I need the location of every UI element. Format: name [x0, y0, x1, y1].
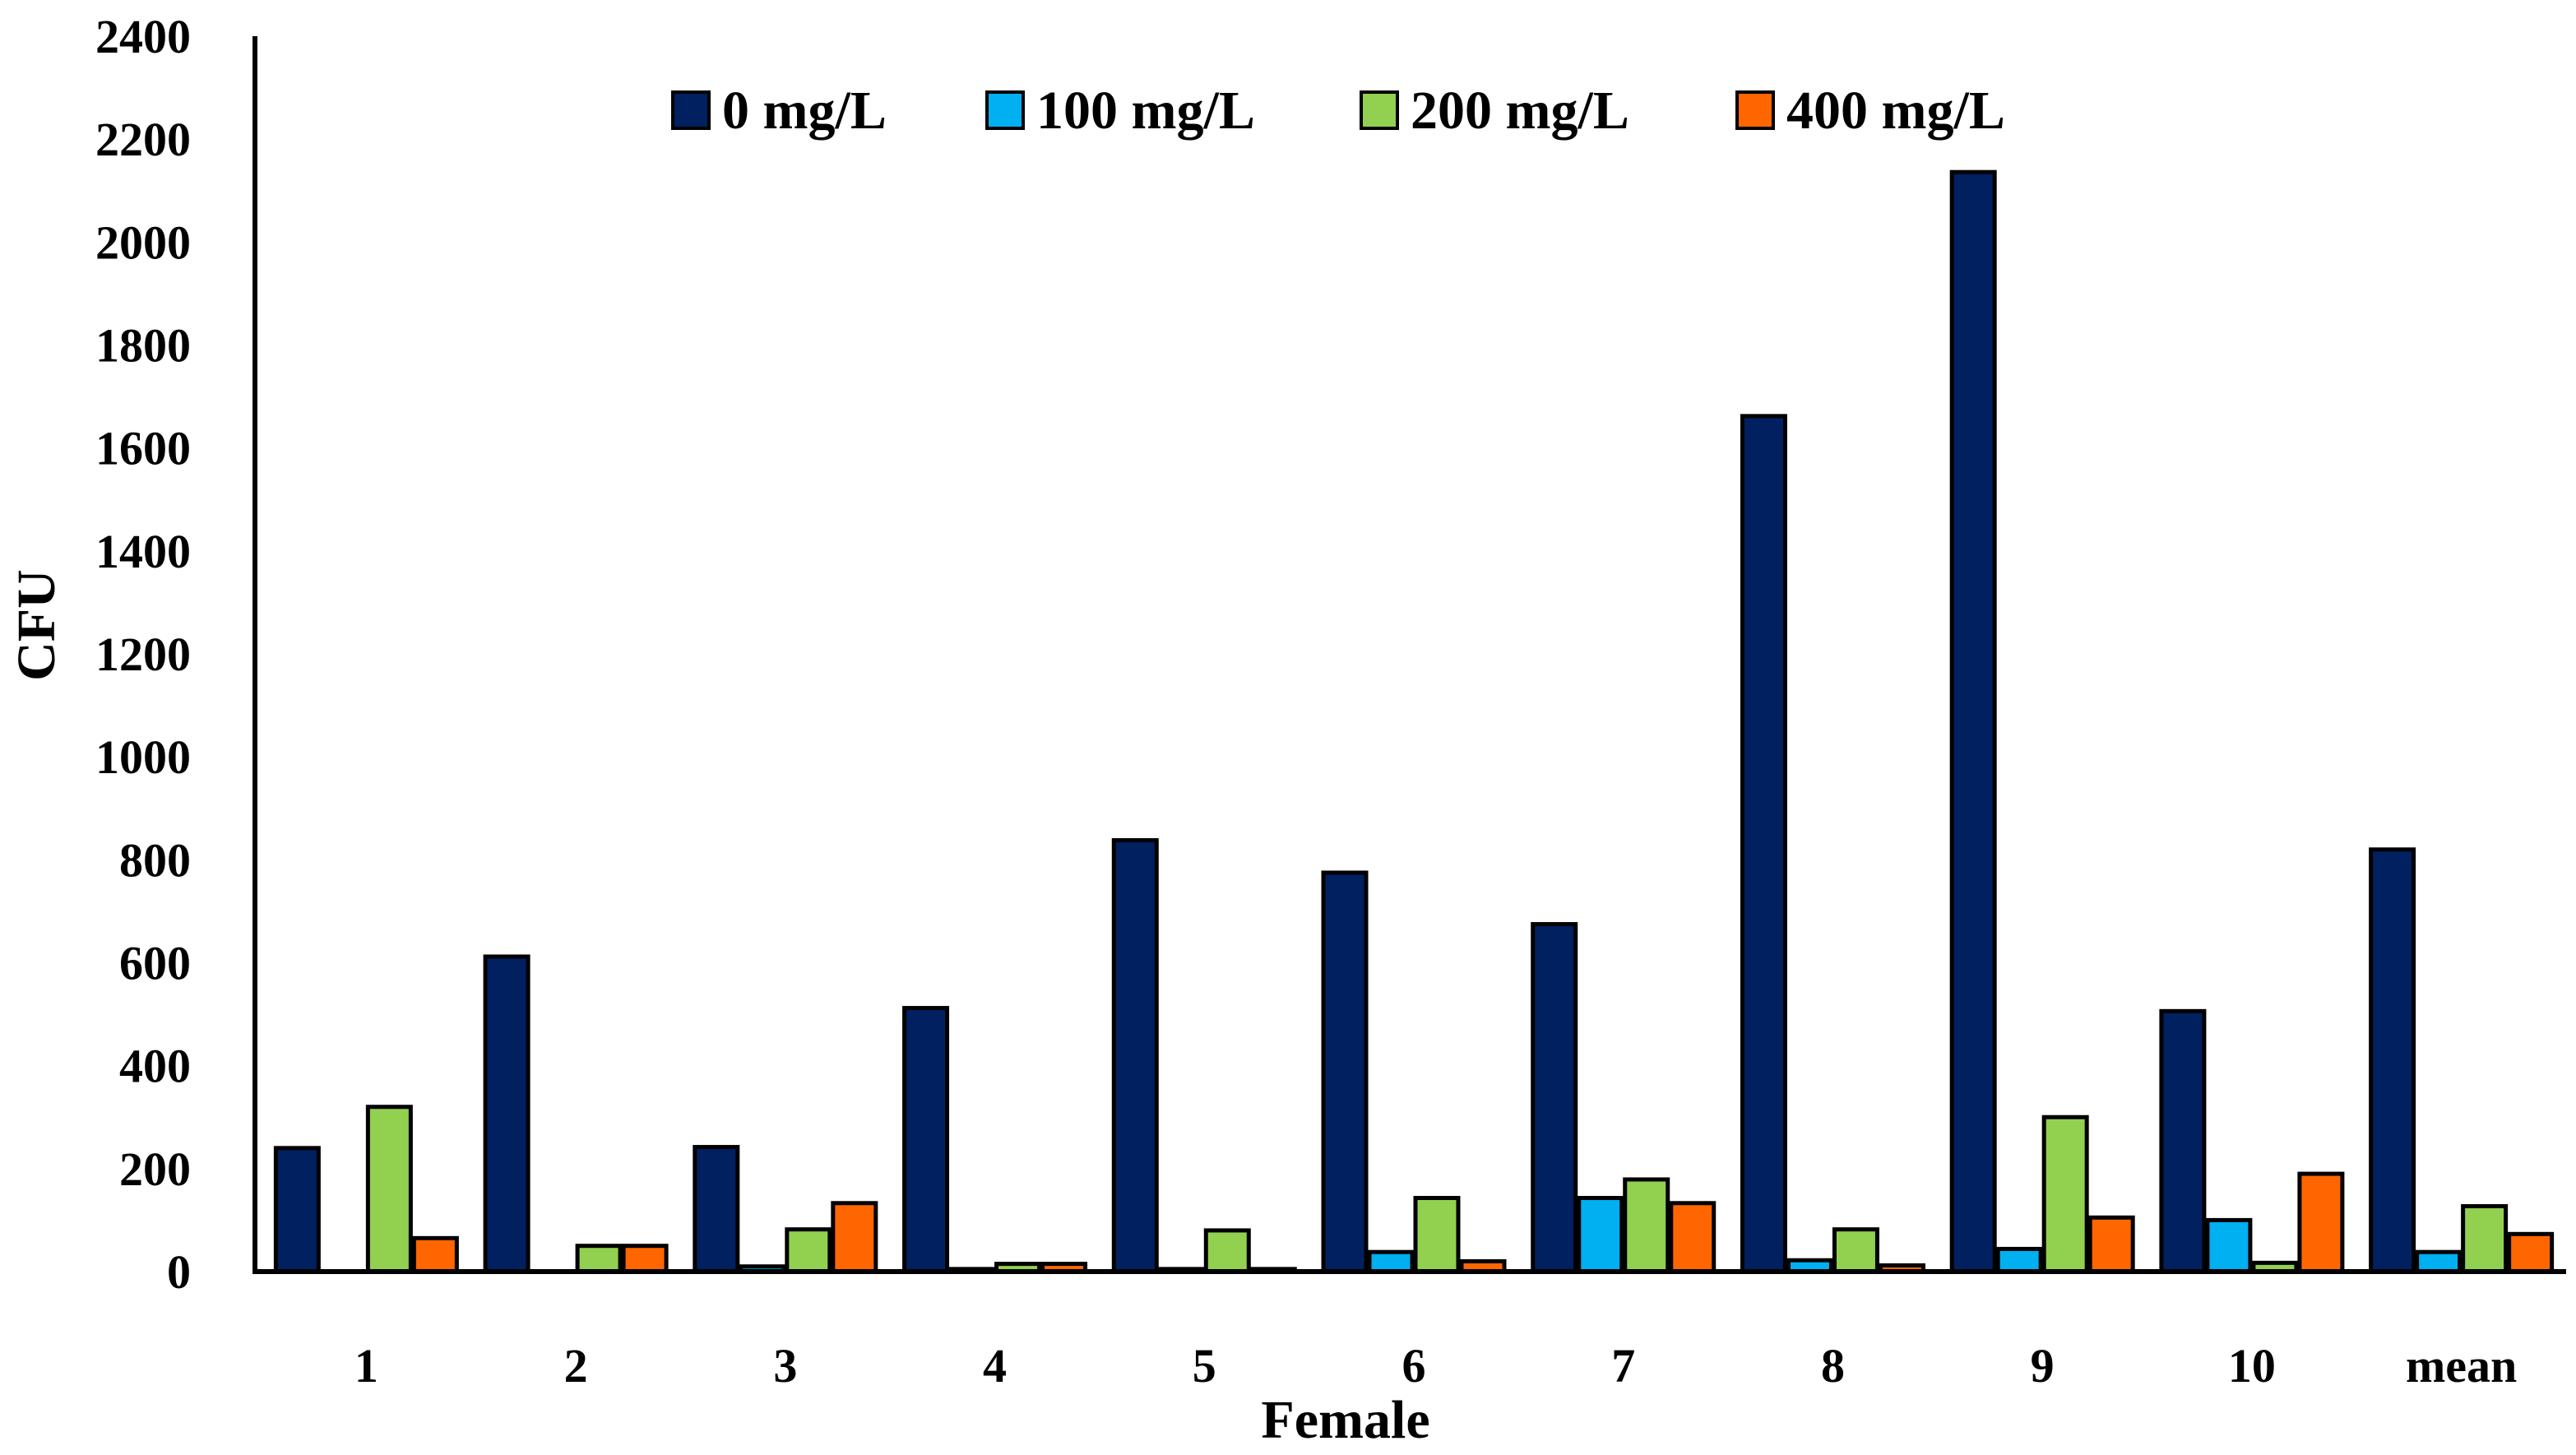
legend-swatch [1735, 90, 1775, 130]
bar [1577, 1196, 1624, 1274]
bar [483, 954, 530, 1274]
y-tick-label: 2000 [95, 215, 191, 269]
y-tick-label: 800 [119, 833, 191, 887]
bar [1623, 1177, 1670, 1274]
bar [902, 1006, 950, 1274]
x-tick-label: 7 [1611, 1339, 1635, 1392]
bar [621, 1244, 669, 1274]
x-tick-labels: 1 2 3 4 5 6 7 8 9 10 mean [354, 1339, 2517, 1392]
bar [1949, 169, 1997, 1274]
y-tick-label: 1000 [95, 730, 191, 784]
bar [411, 1235, 459, 1274]
bar [1111, 838, 1159, 1274]
legend-label: 100 mg/L [1036, 81, 1255, 141]
bar [1740, 414, 1787, 1274]
bar [1203, 1228, 1251, 1274]
x-tick-label: 5 [1193, 1339, 1216, 1392]
legend-label: 0 mg/L [722, 81, 887, 141]
bar [2159, 1008, 2207, 1274]
x-tick-label: 8 [1821, 1339, 1845, 1392]
bar [1995, 1246, 2043, 1274]
y-tick-label: 400 [119, 1040, 191, 1093]
x-tick-label: 6 [1402, 1339, 1426, 1392]
legend-label: 400 mg/L [1786, 81, 2005, 141]
y-axis-title: CFU [7, 569, 67, 681]
bar [365, 1105, 413, 1274]
x-tick-label: 2 [564, 1339, 588, 1392]
y-tick-label: 2400 [95, 10, 191, 63]
bar [1531, 922, 1578, 1274]
y-tick-labels: 0 200 400 600 800 1000 1200 1400 1600 1800 2000 220… [95, 10, 191, 1299]
x-tick-label: 3 [773, 1339, 797, 1392]
bar [1367, 1249, 1415, 1274]
x-tick-label: 10 [2228, 1339, 2276, 1392]
legend-swatch [671, 90, 711, 130]
y-tick-label: 2200 [95, 113, 191, 166]
y-tick-label: 0 [167, 1245, 191, 1299]
bar [2087, 1215, 2135, 1274]
x-axis-title: Female [1261, 1390, 1429, 1450]
bar [2205, 1217, 2253, 1274]
bar [831, 1201, 878, 1274]
x-tick-label: 1 [354, 1339, 378, 1392]
bar [785, 1227, 832, 1274]
legend-swatch [985, 90, 1025, 130]
y-tick-label: 600 [119, 937, 191, 990]
bar [2461, 1204, 2509, 1274]
x-tick-label: 4 [983, 1339, 1007, 1392]
legend: 0 mg/L 100 mg/L 200 mg/L 400 mg/L [671, 81, 2005, 141]
bar [693, 1145, 740, 1274]
legend-label: 200 mg/L [1411, 81, 1629, 141]
bar [1669, 1201, 1717, 1274]
bar [575, 1244, 623, 1274]
bar [2297, 1171, 2345, 1274]
x-tick-label: 9 [2031, 1339, 2055, 1392]
bar [273, 1146, 321, 1274]
bar [1413, 1196, 1461, 1274]
legend-swatch [1360, 90, 1399, 130]
bar [2041, 1114, 2089, 1274]
x-tick-label: mean [2406, 1339, 2517, 1392]
bar [2369, 847, 2416, 1274]
axes-layer [253, 36, 2566, 1274]
y-tick-label: 200 [119, 1142, 191, 1196]
y-tick-label: 1200 [95, 628, 191, 681]
bar [1832, 1227, 1879, 1274]
bar [1321, 870, 1369, 1274]
y-tick-label: 1800 [95, 319, 191, 373]
bar [2507, 1231, 2555, 1274]
bars-layer [273, 169, 2555, 1274]
bar [2415, 1249, 2462, 1274]
y-tick-label: 1600 [95, 422, 191, 475]
y-tick-label: 1400 [95, 525, 191, 578]
